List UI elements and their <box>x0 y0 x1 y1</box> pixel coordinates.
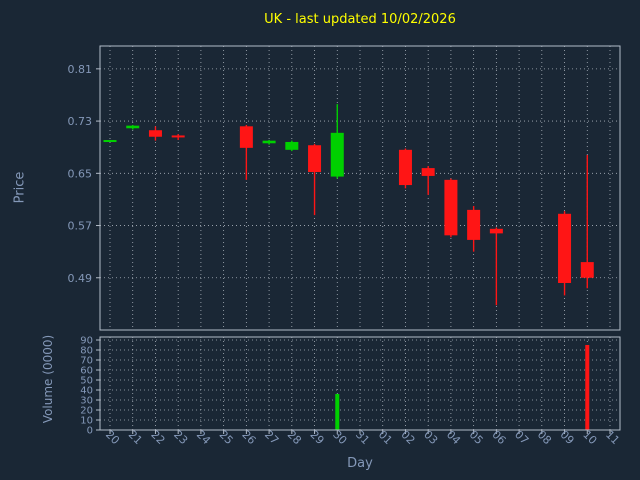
candle-body <box>239 126 253 148</box>
volume-tick-label: 10 <box>80 416 93 427</box>
price-tick-label: 0.49 <box>68 272 93 285</box>
candle-body <box>467 209 481 240</box>
volume-tick-label: 40 <box>80 386 93 397</box>
volume-tick-label: 80 <box>80 346 93 357</box>
price-tick-label: 0.73 <box>68 115 93 128</box>
x-tick-label: 03 <box>421 428 440 447</box>
candle-body <box>558 213 572 283</box>
price-tick-label: 0.65 <box>68 167 93 180</box>
x-tick-label: 30 <box>330 428 349 447</box>
candle-body <box>398 149 412 186</box>
candle-body <box>262 140 276 144</box>
x-tick-label: 25 <box>217 428 236 447</box>
x-tick-label: 01 <box>376 428 395 447</box>
candle-body <box>103 140 117 143</box>
x-tick-label: 04 <box>444 428 463 447</box>
x-tick-label: 27 <box>262 428 281 447</box>
volume-tick-label: 20 <box>80 406 93 417</box>
volume-tick-label: 50 <box>80 376 93 387</box>
candle-body <box>308 145 322 173</box>
x-tick-label: 08 <box>535 428 554 447</box>
candle-body <box>285 141 299 150</box>
candle-body <box>444 179 458 236</box>
x-tick-label: 29 <box>308 428 327 447</box>
x-tick-label: 24 <box>194 428 213 447</box>
price-axes-frame <box>99 45 621 331</box>
volume-bar <box>335 394 340 430</box>
x-tick-label: 28 <box>285 428 304 447</box>
volume-tick-label: 60 <box>80 366 93 377</box>
x-tick-label: 20 <box>103 428 122 447</box>
volume-tick-label: 90 <box>80 336 93 347</box>
price-tick-label: 0.81 <box>68 63 93 76</box>
x-tick-label: 10 <box>580 428 599 447</box>
x-tick-label: 09 <box>558 428 577 447</box>
candle-body <box>489 228 503 234</box>
price-tick-label: 0.57 <box>68 220 93 233</box>
volume-axes-frame <box>99 336 621 431</box>
x-tick-label: 05 <box>467 428 486 447</box>
candle-body <box>330 132 344 177</box>
x-tick-label: 02 <box>398 428 417 447</box>
volume-tick-label: 70 <box>80 356 93 367</box>
candle-body <box>421 168 435 176</box>
x-tick-label: 06 <box>489 428 508 447</box>
candle-body <box>171 135 185 138</box>
x-tick-label: 23 <box>171 428 190 447</box>
candle-body <box>148 130 162 137</box>
x-tick-label: 07 <box>512 428 531 447</box>
volume-bar <box>585 345 590 430</box>
volume-tick-label: 30 <box>80 396 93 407</box>
x-tick-label: 31 <box>353 428 372 447</box>
x-tick-label: 21 <box>126 428 145 447</box>
candle-body <box>126 125 140 129</box>
candle-body <box>580 262 594 278</box>
x-tick-label: 26 <box>239 428 258 447</box>
volume-tick-label: 0 <box>87 426 93 437</box>
x-tick-label: 22 <box>148 428 167 447</box>
x-tick-label: 11 <box>603 428 622 447</box>
